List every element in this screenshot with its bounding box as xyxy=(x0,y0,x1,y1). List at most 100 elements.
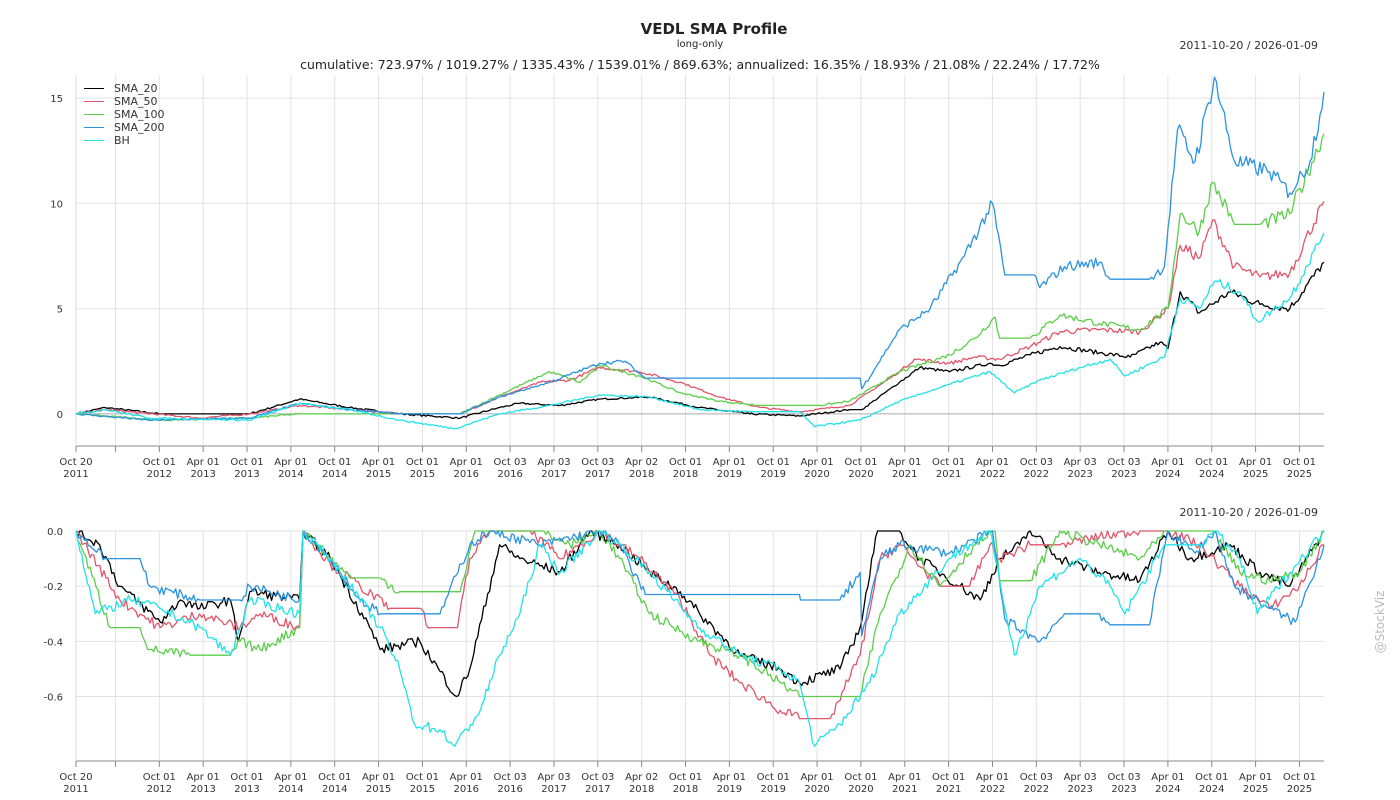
x-tick-label: Apr 01 xyxy=(888,457,921,468)
x-tick-label-year: 2017 xyxy=(541,469,566,480)
y-tick-label: 5 xyxy=(57,305,63,316)
legend-swatch xyxy=(84,114,104,115)
x-tick-label: Apr 03 xyxy=(537,457,570,468)
x-tick-label: Apr 01 xyxy=(1151,457,1184,468)
y-tick-label: -0.2 xyxy=(43,582,63,593)
x-tick-label-year: 2015 xyxy=(366,784,391,795)
x-tick-label: Apr 03 xyxy=(1064,772,1097,783)
legend-swatch xyxy=(84,127,104,128)
legend-swatch xyxy=(84,101,104,102)
x-tick-label-year: 2025 xyxy=(1243,784,1268,795)
x-tick-label: Apr 01 xyxy=(450,457,483,468)
x-tick-label: Oct 01 xyxy=(143,772,176,783)
x-tick-label: Oct 01 xyxy=(1195,772,1228,783)
x-tick-label: Oct 01 xyxy=(932,457,965,468)
x-tick-label-year: 2014 xyxy=(278,469,303,480)
x-tick-label-year: 2019 xyxy=(761,469,786,480)
x-tick-label-year: 2025 xyxy=(1287,469,1312,480)
x-tick-label: Oct 01 xyxy=(406,457,439,468)
x-tick-label: Apr 01 xyxy=(1239,457,1272,468)
x-tick-label-year: 2013 xyxy=(234,469,259,480)
x-tick-label-year: 2025 xyxy=(1243,469,1268,480)
x-tick-label: Oct 03 xyxy=(581,772,614,783)
x-tick-label-year: 2017 xyxy=(585,784,610,795)
x-tick-label-year: 2014 xyxy=(322,784,347,795)
x-tick-label-year: 2013 xyxy=(234,784,259,795)
x-tick-label: Oct 01 xyxy=(318,772,351,783)
x-tick-label-year: 2022 xyxy=(980,469,1005,480)
x-tick-label: Apr 01 xyxy=(187,457,220,468)
x-tick-label: Oct 01 xyxy=(669,772,702,783)
x-tick-label-year: 2021 xyxy=(936,469,961,480)
x-tick-label-year: 2023 xyxy=(1067,469,1092,480)
x-tick-label-year: 2017 xyxy=(541,784,566,795)
x-tick-label: Apr 03 xyxy=(1064,457,1097,468)
x-tick-label-year: 2020 xyxy=(804,784,829,795)
x-tick-label: Apr 01 xyxy=(976,772,1009,783)
y-tick-label: 10 xyxy=(50,199,63,210)
x-tick-label-year: 2011 xyxy=(63,469,88,480)
bottom-date-range: 2011-10-20 / 2026-01-09 xyxy=(1179,506,1318,519)
series-line-sma-200 xyxy=(75,76,1325,422)
x-tick-label: Oct 03 xyxy=(1020,772,1053,783)
x-tick-label-year: 2024 xyxy=(1199,784,1224,795)
x-tick-label-year: 2018 xyxy=(673,784,698,795)
x-tick-label: Oct 01 xyxy=(406,772,439,783)
series-line-sma-100 xyxy=(75,530,1325,698)
top-date-range: 2011-10-20 / 2026-01-09 xyxy=(1179,39,1318,52)
x-tick-label: Apr 01 xyxy=(362,772,395,783)
x-tick-label: Apr 01 xyxy=(450,772,483,783)
x-tick-label: Apr 01 xyxy=(713,457,746,468)
x-tick-label: Apr 01 xyxy=(274,772,307,783)
x-tick-label: Oct 01 xyxy=(932,772,965,783)
series-line-bh xyxy=(75,232,1325,430)
x-tick-label: Oct 03 xyxy=(494,772,527,783)
x-tick-label-year: 2023 xyxy=(1111,784,1136,795)
y-tick-label: 0.0 xyxy=(47,527,63,538)
legend-label: SMA_50 xyxy=(114,95,158,108)
x-tick-label-year: 2022 xyxy=(1024,469,1049,480)
x-tick-label: Oct 03 xyxy=(1020,457,1053,468)
legend-label: SMA_20 xyxy=(114,82,158,95)
chart-subtitle: long-only xyxy=(676,39,724,50)
x-tick-label: Apr 02 xyxy=(625,457,658,468)
x-tick-label: Oct 01 xyxy=(230,772,263,783)
x-tick-label-year: 2015 xyxy=(366,469,391,480)
x-tick-label-year: 2024 xyxy=(1199,469,1224,480)
series-line-sma-200 xyxy=(75,530,1325,643)
x-tick-label: Oct 01 xyxy=(1283,457,1316,468)
x-tick-label-year: 2013 xyxy=(190,469,215,480)
x-tick-label-year: 2016 xyxy=(497,784,522,795)
x-tick-label: Apr 01 xyxy=(274,457,307,468)
x-tick-label-year: 2018 xyxy=(629,784,654,795)
x-tick-label-year: 2023 xyxy=(1067,784,1092,795)
x-tick-label: Oct 01 xyxy=(230,457,263,468)
y-tick-label: 0 xyxy=(57,410,63,421)
x-tick-label-year: 2015 xyxy=(410,784,435,795)
x-tick-label: Oct 01 xyxy=(1195,457,1228,468)
x-tick-label: Apr 01 xyxy=(888,772,921,783)
x-tick-label-year: 2019 xyxy=(717,469,742,480)
x-tick-label-year: 2013 xyxy=(190,784,215,795)
legend-item: BH xyxy=(84,134,165,147)
legend-item: SMA_100 xyxy=(84,108,165,121)
x-tick-label: Oct 01 xyxy=(757,772,790,783)
series-line-sma-50 xyxy=(75,530,1325,720)
x-tick-label-year: 2022 xyxy=(1024,784,1049,795)
x-tick-label-year: 2016 xyxy=(497,469,522,480)
x-tick-label: Oct 03 xyxy=(494,457,527,468)
x-tick-label: Apr 01 xyxy=(1151,772,1184,783)
series-line-sma-20 xyxy=(75,261,1325,420)
legend-label: SMA_100 xyxy=(114,108,165,121)
x-tick-label: Oct 20 xyxy=(59,457,92,468)
series-line-sma-50 xyxy=(75,200,1325,419)
x-tick-label: Oct 01 xyxy=(844,457,877,468)
legend-swatch xyxy=(84,88,104,89)
x-tick-label: Oct 01 xyxy=(757,457,790,468)
y-tick-label: -0.6 xyxy=(43,693,63,704)
series-line-bh xyxy=(75,530,1325,747)
x-tick-label: Oct 01 xyxy=(844,772,877,783)
x-tick-label-year: 2018 xyxy=(673,469,698,480)
x-tick-label-year: 2011 xyxy=(63,784,88,795)
x-tick-label-year: 2017 xyxy=(585,469,610,480)
